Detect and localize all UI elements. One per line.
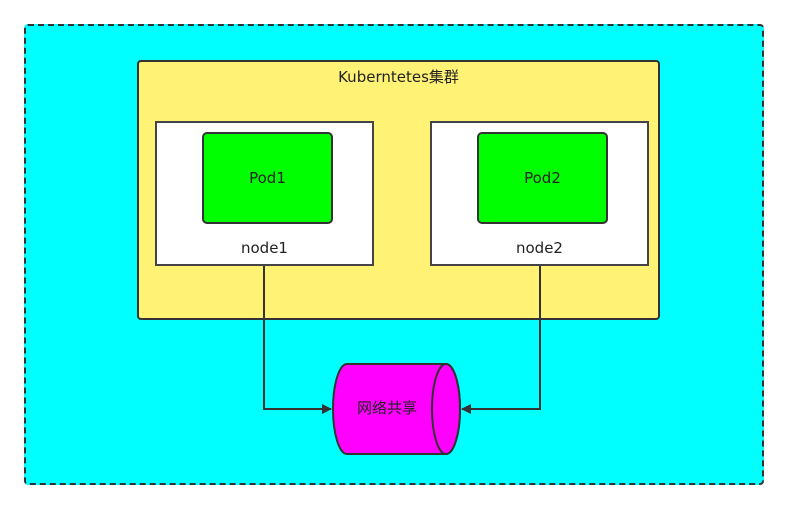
- pod1-label: Pod1: [249, 169, 286, 187]
- pod2-label: Pod2: [524, 169, 561, 187]
- node2-to-network-arrow: [461, 266, 541, 414]
- node1-to-network-arrow: [263, 266, 332, 414]
- pod1-box: Pod1: [202, 132, 333, 224]
- cluster-title: Kuberntetes集群: [338, 68, 459, 86]
- network-share-label: 网络共享: [356, 399, 417, 417]
- pod2-box: Pod2: [477, 132, 608, 224]
- network-storage-cylinder: [332, 363, 461, 455]
- node2-label: node2: [516, 239, 563, 257]
- node1-label: node1: [241, 239, 288, 257]
